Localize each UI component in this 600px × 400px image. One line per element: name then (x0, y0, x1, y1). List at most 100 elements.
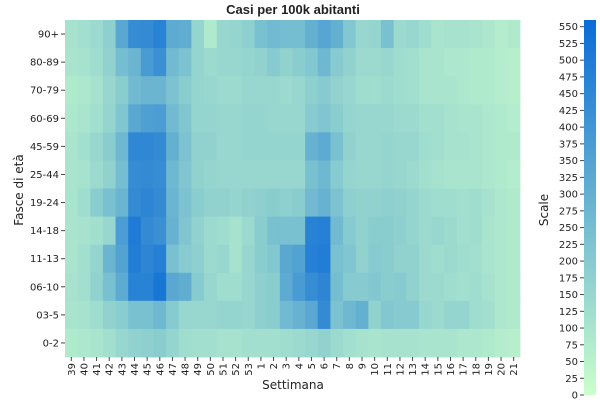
heatmap-cell (355, 300, 369, 330)
heatmap-cell (77, 216, 91, 246)
heatmap-cell (254, 188, 268, 217)
x-tick-label: 19 (484, 363, 495, 376)
heatmap-cell (305, 48, 319, 77)
heatmap-cell (166, 48, 180, 77)
heatmap-cell (229, 300, 243, 330)
heatmap-cell (406, 104, 420, 133)
heatmap-cell (469, 188, 483, 217)
colorbar-tick-label: 225 (559, 240, 578, 251)
colorbar-tick-label: 300 (559, 190, 578, 201)
heatmap-cell (469, 20, 483, 49)
heatmap-cell (305, 328, 319, 358)
heatmap-cell (469, 216, 483, 246)
colorbar-tick-label: 200 (559, 257, 578, 268)
heatmap-cell (140, 48, 154, 77)
heatmap-cell (102, 244, 116, 274)
heatmap-cell (330, 132, 344, 161)
y-tick-label: 45-59 (30, 142, 59, 153)
heatmap-cell (444, 48, 458, 77)
x-tick-label: 8 (345, 363, 356, 369)
heatmap-cell (90, 104, 104, 133)
heatmap-cell (380, 328, 395, 358)
x-tick-label: 4 (294, 363, 305, 369)
heatmap-cell (128, 160, 142, 189)
heatmap-cell (90, 216, 104, 246)
x-tick-label: 15 (433, 363, 444, 376)
heatmap-cell (469, 328, 483, 358)
heatmap-cell (393, 216, 407, 246)
heatmap-cell (241, 20, 255, 49)
heatmap-cell (406, 20, 420, 49)
heatmap-cell (102, 76, 116, 105)
heatmap-cell (166, 328, 180, 358)
heatmap-cell (343, 76, 357, 105)
heatmap-cell (65, 132, 79, 161)
heatmap-cell (166, 244, 180, 274)
heatmap-cell (507, 216, 521, 246)
heatmap-cell (355, 244, 369, 274)
heatmap-cell (191, 300, 205, 330)
heatmap-cell (241, 300, 255, 330)
heatmap-cell (204, 216, 218, 246)
heatmap-cell (90, 48, 104, 77)
heatmap-cell (330, 328, 344, 358)
heatmap-cell (65, 188, 79, 217)
heatmap-cell (317, 76, 331, 105)
heatmap-cell (90, 188, 104, 217)
heatmap-cell (128, 300, 142, 330)
heatmap-cell (343, 244, 357, 274)
heatmap-cell (65, 104, 79, 133)
colorbar-tick-label: 325 (559, 173, 578, 184)
heatmap-cells (65, 20, 521, 358)
heatmap-cell (317, 188, 331, 217)
heatmap-cell (241, 272, 255, 302)
heatmap-cell (267, 76, 281, 105)
heatmap-cell (380, 188, 395, 217)
heatmap-cell (267, 20, 281, 49)
heatmap-cell (431, 328, 445, 358)
heatmap-cell (469, 132, 483, 161)
colorbar-ticks: 0 25 50 75 100 125 150 175 200 225 250 275 300 325 350… (559, 22, 584, 400)
heatmap-cell (431, 76, 445, 105)
heatmap-cell (191, 76, 205, 105)
x-tick-label: 14 (421, 363, 432, 376)
x-tick-label: 11 (383, 363, 394, 376)
heatmap-cell (115, 76, 129, 105)
heatmap-cell (191, 104, 205, 133)
heatmap-cell (494, 272, 508, 302)
heatmap-cell (229, 76, 243, 105)
heatmap-cell (229, 328, 243, 358)
heatmap-cell (330, 76, 344, 105)
heatmap-cell (317, 48, 331, 77)
heatmap-cell (140, 328, 154, 358)
heatmap-cell (77, 328, 91, 358)
x-tick-label: 47 (168, 363, 179, 376)
heatmap-cell (469, 300, 483, 330)
heatmap-cell (406, 244, 420, 274)
heatmap-cell (140, 272, 154, 302)
heatmap-cell (204, 48, 218, 77)
x-tick-label: 12 (395, 363, 406, 376)
heatmap-cell (494, 132, 508, 161)
heatmap-cell (115, 160, 129, 189)
heatmap-cell (229, 132, 243, 161)
heatmap-cell (469, 104, 483, 133)
heatmap-cell (482, 48, 496, 77)
heatmap-cell (254, 244, 268, 274)
heatmap-cell (469, 244, 483, 274)
heatmap-cell (90, 160, 104, 189)
heatmap-cell (65, 244, 79, 274)
heatmap-cell (418, 300, 432, 330)
heatmap-cell (90, 244, 104, 274)
heatmap-cell (191, 328, 205, 358)
heatmap-cell (254, 48, 268, 77)
heatmap-cell (166, 300, 180, 330)
heatmap-cell (380, 160, 395, 189)
x-tick-label: 17 (459, 363, 470, 376)
heatmap-cell (482, 188, 496, 217)
heatmap-cell (494, 328, 508, 358)
heatmap-cell (65, 20, 79, 49)
heatmap-cell (456, 272, 470, 302)
heatmap-cell (241, 104, 255, 133)
heatmap-cell (482, 76, 496, 105)
